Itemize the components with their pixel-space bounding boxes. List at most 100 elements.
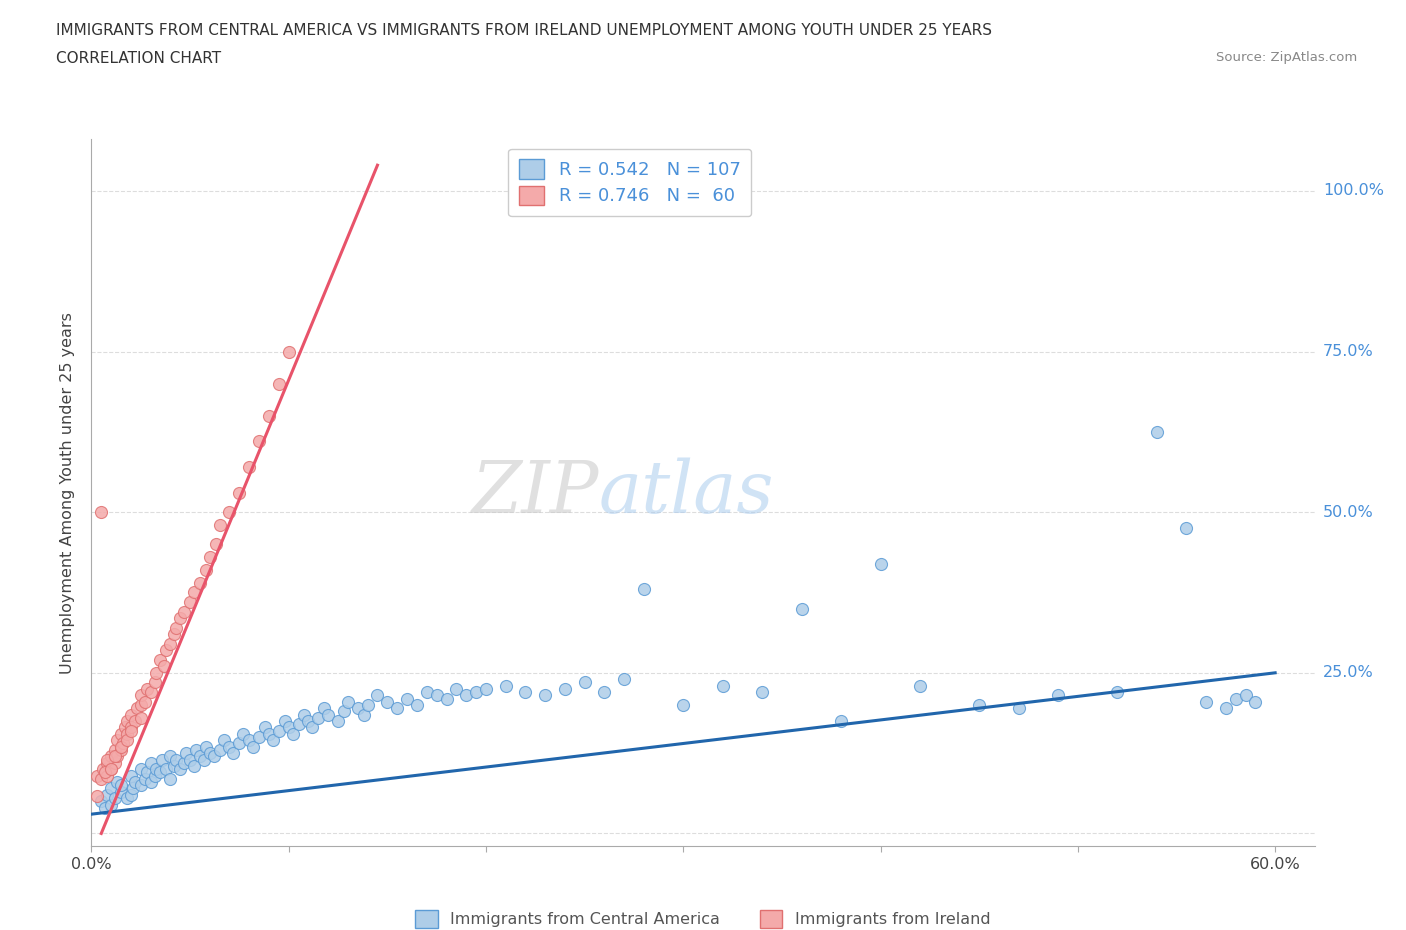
- Point: [711, 678, 734, 693]
- Point: [406, 698, 429, 712]
- Point: [152, 752, 174, 767]
- Point: [212, 733, 235, 748]
- Point: [218, 739, 240, 754]
- Point: [238, 459, 260, 474]
- Point: [222, 746, 245, 761]
- Point: [830, 713, 852, 728]
- Point: [139, 775, 162, 790]
- Point: [115, 713, 138, 728]
- Point: [120, 720, 142, 735]
- Point: [135, 765, 157, 780]
- Point: [336, 695, 359, 710]
- Point: [96, 788, 118, 803]
- Point: [574, 675, 596, 690]
- Point: [143, 768, 166, 783]
- Point: [1234, 688, 1257, 703]
- Point: [145, 762, 167, 777]
- Point: [208, 742, 231, 757]
- Point: [1225, 691, 1247, 706]
- Point: [188, 576, 211, 591]
- Point: [134, 695, 156, 710]
- Text: ZIP: ZIP: [471, 458, 599, 528]
- Point: [316, 707, 339, 722]
- Point: [198, 550, 221, 565]
- Point: [287, 717, 309, 732]
- Point: [129, 688, 152, 703]
- Point: [120, 724, 142, 738]
- Point: [129, 762, 152, 777]
- Point: [198, 746, 221, 761]
- Point: [247, 434, 270, 449]
- Point: [104, 790, 127, 805]
- Point: [155, 643, 177, 658]
- Point: [314, 700, 336, 715]
- Point: [613, 671, 636, 686]
- Point: [253, 720, 276, 735]
- Point: [115, 733, 138, 748]
- Point: [1047, 688, 1070, 703]
- Point: [436, 691, 458, 706]
- Text: 75.0%: 75.0%: [1323, 344, 1374, 359]
- Point: [672, 698, 695, 712]
- Point: [179, 594, 201, 609]
- Point: [124, 775, 146, 790]
- Point: [257, 408, 280, 423]
- Point: [100, 781, 122, 796]
- Point: [163, 627, 186, 642]
- Point: [495, 678, 517, 693]
- Point: [751, 684, 773, 699]
- Point: [149, 653, 172, 668]
- Point: [208, 518, 231, 533]
- Point: [385, 700, 409, 715]
- Point: [96, 752, 118, 767]
- Point: [416, 684, 439, 699]
- Point: [173, 604, 195, 619]
- Point: [465, 684, 488, 699]
- Point: [100, 749, 122, 764]
- Point: [232, 726, 254, 741]
- Point: [179, 752, 201, 767]
- Point: [446, 682, 468, 697]
- Point: [247, 730, 270, 745]
- Point: [1008, 700, 1031, 715]
- Point: [183, 759, 205, 774]
- Point: [593, 684, 616, 699]
- Point: [159, 749, 181, 764]
- Point: [165, 620, 187, 635]
- Point: [96, 768, 118, 783]
- Point: [242, 739, 264, 754]
- Point: [228, 485, 250, 500]
- Point: [475, 682, 498, 697]
- Point: [281, 726, 304, 741]
- Point: [169, 762, 191, 777]
- Text: Source: ZipAtlas.com: Source: ZipAtlas.com: [1216, 51, 1357, 64]
- Point: [277, 344, 299, 359]
- Point: [356, 698, 378, 712]
- Point: [257, 726, 280, 741]
- Point: [105, 733, 128, 748]
- Point: [967, 698, 990, 712]
- Point: [125, 700, 148, 715]
- Point: [228, 736, 250, 751]
- Point: [149, 765, 172, 780]
- Point: [110, 726, 132, 741]
- Point: [326, 713, 349, 728]
- Point: [94, 765, 117, 780]
- Point: [115, 726, 138, 741]
- Point: [375, 695, 398, 710]
- Point: [129, 711, 152, 725]
- Point: [1146, 424, 1168, 439]
- Point: [218, 505, 240, 520]
- Point: [86, 789, 108, 804]
- Point: [104, 742, 127, 757]
- Point: [1215, 700, 1237, 715]
- Point: [426, 688, 449, 703]
- Point: [110, 784, 132, 799]
- Point: [193, 752, 215, 767]
- Point: [110, 742, 132, 757]
- Point: [534, 688, 557, 703]
- Point: [297, 713, 319, 728]
- Point: [274, 713, 297, 728]
- Point: [163, 759, 186, 774]
- Point: [173, 755, 195, 770]
